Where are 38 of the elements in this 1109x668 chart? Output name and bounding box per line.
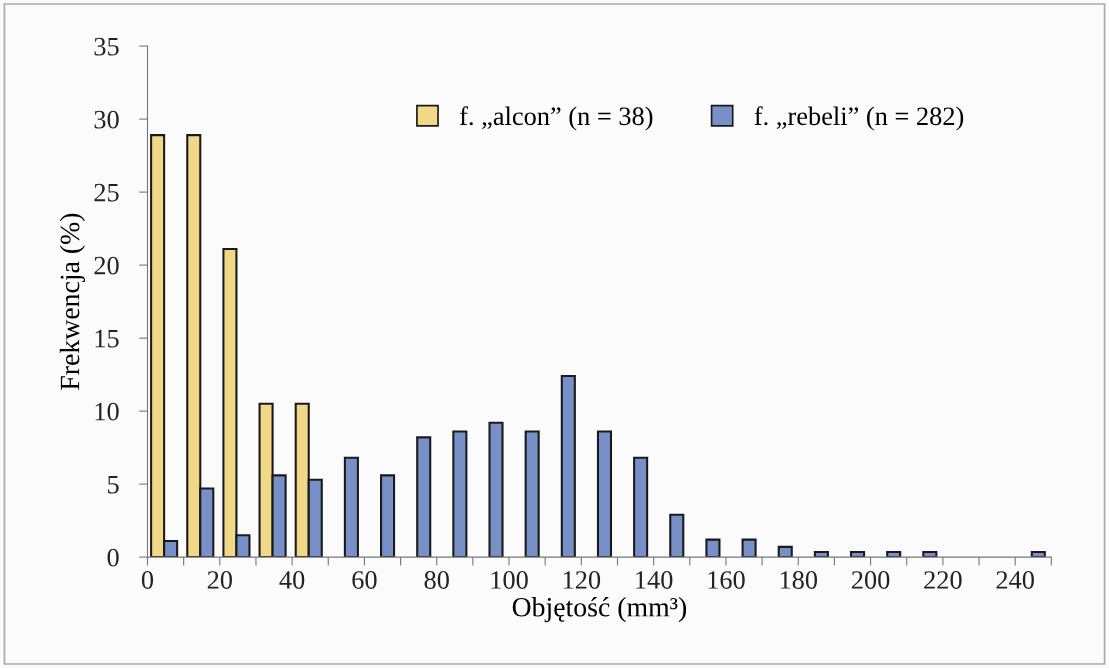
x-tick-label: 120 xyxy=(563,571,601,589)
bar xyxy=(343,456,359,558)
y-tick-label: 0 xyxy=(107,548,119,567)
x-axis-title: Objętość (mm³) xyxy=(512,597,687,623)
x-tick-label: 180 xyxy=(780,571,818,589)
x-tick-label: 220 xyxy=(924,571,962,589)
x-tick-label: 40 xyxy=(279,571,305,589)
bar xyxy=(380,474,396,558)
x-tick-label: 140 xyxy=(636,571,673,589)
x-tick-label: 240 xyxy=(996,571,1034,589)
bar xyxy=(633,456,649,558)
legend-label: f. „alcon” (n = 38) xyxy=(459,106,653,131)
bar xyxy=(416,436,432,558)
bar xyxy=(669,513,685,558)
bar xyxy=(705,538,721,558)
bar xyxy=(488,421,504,558)
y-tick-label: 5 xyxy=(108,475,119,494)
x-tick-label: 100 xyxy=(491,571,528,589)
x-tick-label: 60 xyxy=(352,571,377,589)
y-tick-label: 30 xyxy=(94,110,119,129)
y-tick-label: 25 xyxy=(94,183,119,202)
y-tick-label: 10 xyxy=(95,402,119,421)
legend-label: f. „rebeli” (n = 282) xyxy=(754,106,964,131)
y-tick-label: 15 xyxy=(95,329,119,348)
bar xyxy=(741,538,757,558)
bar xyxy=(777,545,793,558)
bar xyxy=(596,430,613,558)
y-axis-title: Frekwencja (%) xyxy=(59,213,85,390)
x-tick-label: 160 xyxy=(708,571,745,589)
x-tick-label: 200 xyxy=(851,571,890,589)
bar xyxy=(560,375,576,558)
bar xyxy=(452,430,468,558)
x-tick-label: 80 xyxy=(424,571,449,589)
x-tick-label: 0 xyxy=(141,571,154,589)
x-tick-label: 20 xyxy=(207,571,232,589)
y-tick-label: 20 xyxy=(94,256,119,275)
y-tick-label: 35 xyxy=(94,37,119,56)
bar xyxy=(524,430,540,558)
